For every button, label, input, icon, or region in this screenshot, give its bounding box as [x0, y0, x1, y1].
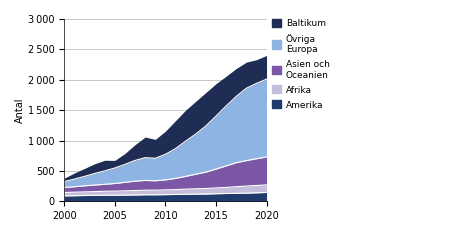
Y-axis label: Antal: Antal [15, 97, 25, 123]
Legend: Baltikum, Övriga
Europa, Asien och
Oceanien, Afrika, Amerika: Baltikum, Övriga Europa, Asien och Ocean… [268, 15, 333, 113]
